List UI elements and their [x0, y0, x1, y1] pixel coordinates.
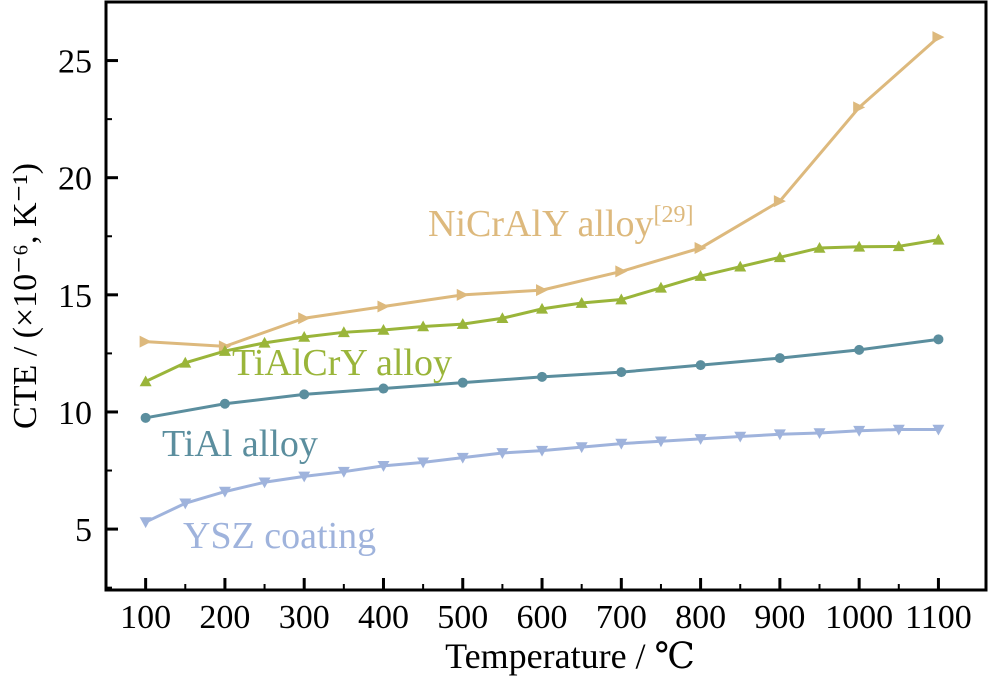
data-point: [298, 312, 311, 325]
data-point: [853, 425, 866, 437]
x-tick-label: 1000: [825, 599, 893, 636]
data-point: [615, 265, 628, 278]
data-point: [892, 424, 905, 436]
x-tick-label: 1100: [905, 599, 972, 636]
data-point: [575, 442, 588, 454]
data-point: [695, 360, 706, 371]
data-point: [773, 251, 786, 263]
plot-frame: [104, 0, 988, 592]
x-tick-label: 900: [754, 599, 805, 636]
data-point: [536, 445, 549, 457]
data-point: [932, 31, 945, 44]
data-point: [933, 334, 944, 345]
x-tick-label: 100: [120, 599, 171, 636]
data-point: [854, 344, 865, 355]
data-point: [536, 302, 549, 314]
data-point: [179, 356, 192, 368]
data-point: [139, 375, 152, 387]
data-point: [575, 297, 588, 308]
data-point: [615, 293, 628, 305]
plot-area: [139, 31, 945, 529]
data-point: [853, 240, 866, 252]
data-point: [140, 412, 151, 423]
series-label: NiCrAlY alloy[29]: [428, 202, 694, 245]
series-label: TiAlCrY alloy: [232, 342, 452, 384]
data-point: [615, 438, 628, 450]
data-point: [773, 195, 786, 208]
data-point: [298, 471, 311, 483]
axes: 100 200 300 400 500 600 700 800 900 1000 1100 5 10 15…: [58, 0, 988, 636]
x-tick-label: 800: [675, 599, 726, 636]
data-point: [734, 431, 747, 443]
data-point: [932, 424, 945, 436]
y-tick-label: 25: [58, 44, 92, 81]
data-point: [932, 233, 945, 245]
y-tick-label: 5: [75, 512, 92, 549]
data-point: [536, 284, 549, 297]
data-point: [813, 241, 826, 253]
series-tial-alloy: [140, 334, 944, 423]
data-point: [218, 486, 231, 498]
data-point: [378, 383, 389, 394]
data-point: [258, 336, 271, 348]
data-point: [813, 428, 826, 440]
series-label: TiAl alloy: [162, 423, 318, 465]
data-point: [734, 260, 747, 272]
x-axis-label: Temperature / ℃: [445, 636, 695, 676]
data-point: [337, 466, 350, 478]
y-tick-label: 10: [58, 395, 92, 432]
data-point: [496, 312, 509, 324]
x-tick-label: 400: [358, 599, 409, 636]
data-point: [299, 389, 310, 400]
y-tick-label: 20: [58, 161, 92, 198]
data-point: [179, 498, 192, 510]
series-tialcry-alloy: [139, 233, 945, 387]
data-point: [456, 318, 469, 329]
data-point: [218, 345, 231, 356]
data-point: [853, 101, 866, 114]
data-point: [616, 367, 627, 378]
data-point: [892, 240, 905, 252]
data-point: [694, 434, 707, 445]
data-point: [654, 281, 667, 293]
data-point: [377, 300, 390, 313]
series-label: YSZ coating: [183, 515, 376, 557]
data-point: [773, 429, 786, 441]
x-tick-label: 600: [517, 599, 568, 636]
data-point: [774, 353, 785, 364]
series-nicraly-alloy: [139, 31, 945, 353]
series-label-reference: [29]: [654, 202, 694, 228]
data-point: [377, 461, 390, 472]
data-point: [456, 452, 469, 464]
x-tick-label: 300: [279, 599, 330, 636]
data-point: [694, 241, 707, 254]
series-ysz-coating: [139, 424, 945, 529]
data-point: [496, 448, 509, 459]
data-point: [377, 323, 390, 335]
data-point: [417, 457, 430, 469]
x-tick-label: 500: [437, 599, 488, 636]
x-tick-label: 700: [596, 599, 647, 636]
data-point: [219, 398, 230, 409]
series-labels: NiCrAlY alloy[29] TiAlCrY alloy TiAl alloy…: [162, 202, 694, 557]
data-point: [139, 335, 152, 348]
data-point: [258, 477, 271, 489]
y-tick-label: 15: [58, 278, 92, 315]
data-point: [139, 517, 152, 529]
data-point: [417, 320, 430, 332]
data-point: [457, 377, 468, 388]
data-point: [298, 330, 311, 342]
data-point: [456, 288, 469, 301]
y-axis-label: CTE / (×10⁻⁶, K⁻¹): [7, 163, 44, 429]
series-line: [145, 36, 940, 348]
data-point: [654, 436, 667, 448]
data-point: [694, 270, 707, 281]
x-tick-label: 200: [199, 599, 250, 636]
data-point: [337, 326, 350, 338]
data-point: [537, 371, 548, 382]
